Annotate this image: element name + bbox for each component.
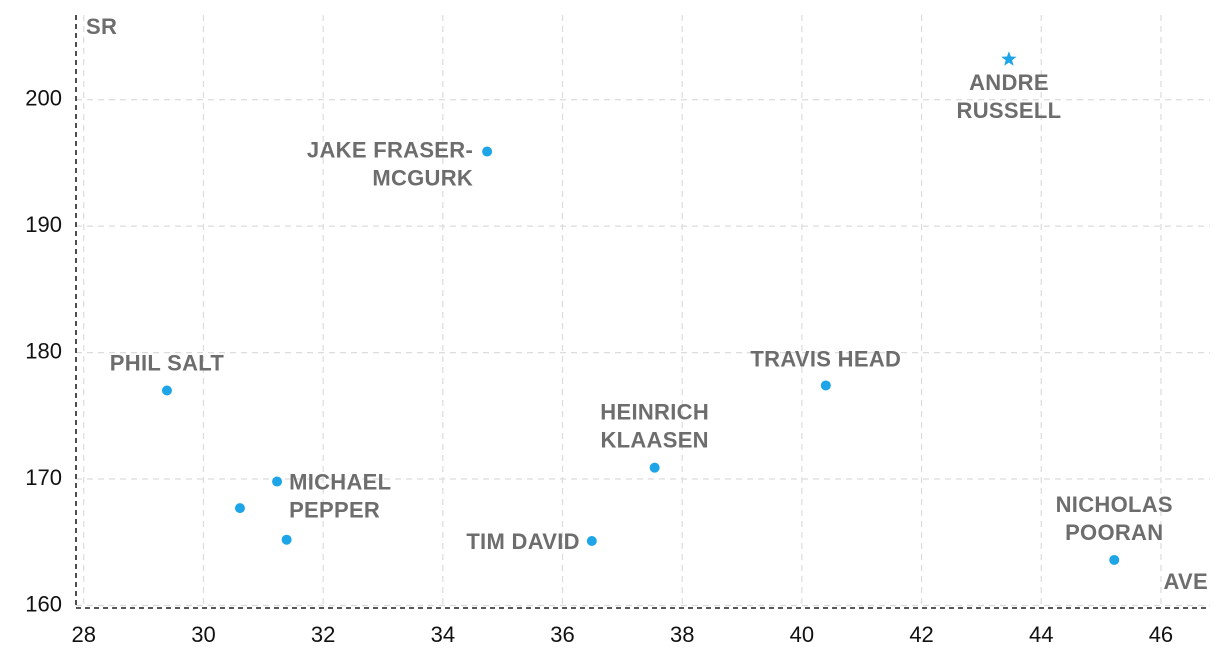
x-tick-label: 34	[431, 622, 455, 647]
point	[272, 476, 283, 487]
y-tick-label: 170	[25, 465, 62, 490]
point	[234, 503, 245, 514]
point	[586, 535, 597, 546]
point	[161, 385, 172, 396]
point-label: RUSSELL	[957, 98, 1062, 123]
point	[482, 146, 493, 157]
y-tick-label: 200	[25, 86, 62, 111]
x-axis-label: AVE	[1163, 569, 1208, 594]
point-label: ANDRE	[969, 70, 1049, 95]
point-label: PEPPER	[289, 497, 380, 522]
x-tick-label: 42	[909, 622, 933, 647]
point-label: TRAVIS HEAD	[750, 346, 901, 371]
x-tick-label: 38	[670, 622, 694, 647]
y-tick-label: 180	[25, 338, 62, 363]
x-tick-label: 30	[191, 622, 215, 647]
point-label: PHIL SALT	[110, 350, 225, 375]
point-label: TIM DAVID	[466, 529, 580, 554]
x-tick-label: 32	[311, 622, 335, 647]
point-label: JAKE FRASER-	[307, 137, 473, 162]
point	[1001, 51, 1017, 66]
x-tick-label: 40	[790, 622, 814, 647]
point-label: MCGURK	[372, 165, 473, 190]
point	[649, 462, 660, 473]
point-label: MICHAEL	[289, 469, 391, 494]
x-tick-label: 44	[1029, 622, 1053, 647]
point	[1109, 554, 1120, 565]
y-axis-label: SR	[86, 14, 117, 39]
x-tick-label: 36	[550, 622, 574, 647]
point	[820, 380, 831, 391]
point-label: NICHOLAS	[1056, 492, 1173, 517]
x-tick-label: 28	[72, 622, 96, 647]
point-label: HEINRICH	[600, 399, 709, 424]
y-tick-label: 160	[25, 591, 62, 616]
point-label: KLAASEN	[600, 427, 708, 452]
point-label: POORAN	[1065, 520, 1163, 545]
x-tick-label: 46	[1149, 622, 1173, 647]
y-tick-label: 190	[25, 212, 62, 237]
point	[281, 534, 292, 545]
